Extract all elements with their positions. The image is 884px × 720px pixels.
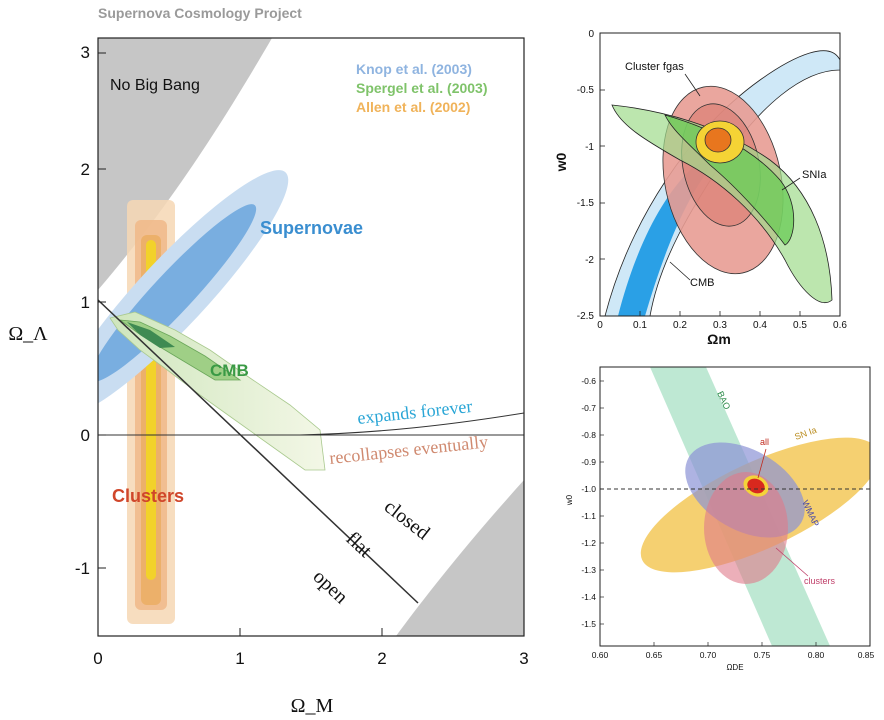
br-x-tick: 0.65	[646, 650, 663, 660]
main-x-axis-label: Ω_M	[291, 695, 334, 717]
cmb-label: CMB	[210, 361, 249, 380]
flat-line	[98, 299, 419, 604]
tr-x-tick-0: 0	[597, 320, 603, 331]
br-y-tick: -1.0	[581, 484, 596, 494]
tr-cmb-pointer	[669, 261, 691, 281]
tr-x-tick-4: 0.4	[753, 320, 767, 331]
tr-snia-pointer	[781, 177, 801, 191]
y-tick-3: 3	[81, 43, 90, 62]
x-tick-1: 1	[235, 649, 244, 668]
tr-snia-label: SNIa	[802, 169, 827, 181]
tr-y-tick-15: -1.5	[577, 198, 595, 209]
clusters-label: Clusters	[112, 486, 184, 506]
supernovae-label: Supernovae	[260, 218, 363, 238]
main-plot-frame	[97, 37, 525, 637]
main-plot-area	[98, 38, 524, 636]
tr-y-tick-0: 0	[588, 29, 594, 40]
recollapses-label: recollapses eventually	[328, 431, 489, 468]
br-y-tick: -0.9	[581, 457, 596, 467]
tr-y-tick-2: -2	[585, 255, 594, 266]
br-x-tick: 0.75	[754, 650, 771, 660]
x-tick-0: 0	[93, 649, 102, 668]
tr-cluster-pointer	[684, 73, 701, 97]
br-x-ticks: 0.60 0.65 0.70 0.75 0.80 0.85	[592, 650, 875, 660]
tr-x-tick-6: 0.6	[833, 320, 847, 331]
x-tick-3: 3	[519, 649, 528, 668]
legend-allen: Allen et al. (2002)	[356, 99, 470, 115]
br-all-pointer	[757, 448, 767, 479]
top-right-plot-area	[604, 50, 840, 316]
br-y-tick: -1.2	[581, 538, 596, 548]
br-y-tick: -0.6	[581, 376, 596, 386]
chart-title: Supernova Cosmology Project	[98, 5, 302, 21]
br-snla-label: SN Ia	[793, 425, 818, 442]
cmb-contours	[109, 311, 326, 471]
tr-y-tick-05: -0.5	[577, 85, 595, 96]
br-y-tick: -0.8	[581, 430, 596, 440]
y-tick-2: 2	[81, 160, 90, 179]
br-clusters-contour	[704, 472, 788, 584]
br-y-tick: -1.4	[581, 592, 596, 602]
tr-x-axis-label: Ωm	[707, 331, 731, 347]
y-tick-neg1: -1	[75, 559, 90, 578]
br-x-axis-label: ΩDE	[726, 663, 743, 672]
tr-ticks	[600, 89, 801, 316]
br-y-tick: -1.3	[581, 565, 596, 575]
no-big-bang-label: No Big Bang	[110, 77, 200, 94]
x-tick-2: 2	[377, 649, 386, 668]
open-label: open	[309, 566, 352, 609]
br-y-axis-label: w0	[565, 494, 574, 506]
br-y-tick: -1.1	[581, 511, 596, 521]
br-clusters-pointer	[775, 547, 809, 577]
br-x-tick: 0.85	[858, 650, 875, 660]
main-y-axis-label: Ω_Λ	[8, 323, 48, 345]
br-y-tick: -0.7	[581, 403, 596, 413]
br-x-tick: 0.80	[808, 650, 825, 660]
tr-x-tick-1: 0.1	[633, 320, 647, 331]
bottom-right-plot-area	[600, 367, 870, 646]
tr-best-fit-inner	[704, 127, 732, 153]
closed-label: closed	[380, 496, 434, 545]
br-y-tick: -1.5	[581, 619, 596, 629]
legend-spergel: Spergel et al. (2003)	[356, 80, 488, 96]
tr-y-tick-25: -2.5	[577, 311, 595, 322]
br-clusters-label: clusters	[804, 576, 836, 586]
br-ticks	[600, 380, 817, 646]
br-all-inner	[747, 478, 765, 494]
legend-knop: Knop et al. (2003)	[356, 61, 472, 77]
tr-x-tick-2: 0.2	[673, 320, 687, 331]
flat-label: flat	[342, 528, 377, 563]
corner-region	[396, 480, 524, 636]
y-tick-1: 1	[81, 293, 90, 312]
br-x-tick: 0.70	[700, 650, 717, 660]
tr-x-tick-3: 0.3	[713, 320, 727, 331]
tr-cmb-label: CMB	[690, 277, 714, 289]
y-tick-0: 0	[81, 426, 90, 445]
br-all-label: all	[760, 437, 769, 447]
tr-y-tick-1: -1	[585, 142, 594, 153]
br-y-ticks: -0.6 -0.7 -0.8 -0.9 -1.0 -1.1 -1.2 -1.3 …	[581, 376, 596, 629]
bottom-right-frame	[599, 366, 871, 647]
br-x-tick: 0.60	[592, 650, 609, 660]
tr-cluster-label: Cluster fgas	[625, 61, 684, 73]
tr-x-tick-5: 0.5	[793, 320, 807, 331]
expand-recollapse-boundary	[299, 412, 524, 436]
tr-y-axis-label: w0	[553, 152, 569, 172]
main-ticks	[98, 52, 383, 636]
